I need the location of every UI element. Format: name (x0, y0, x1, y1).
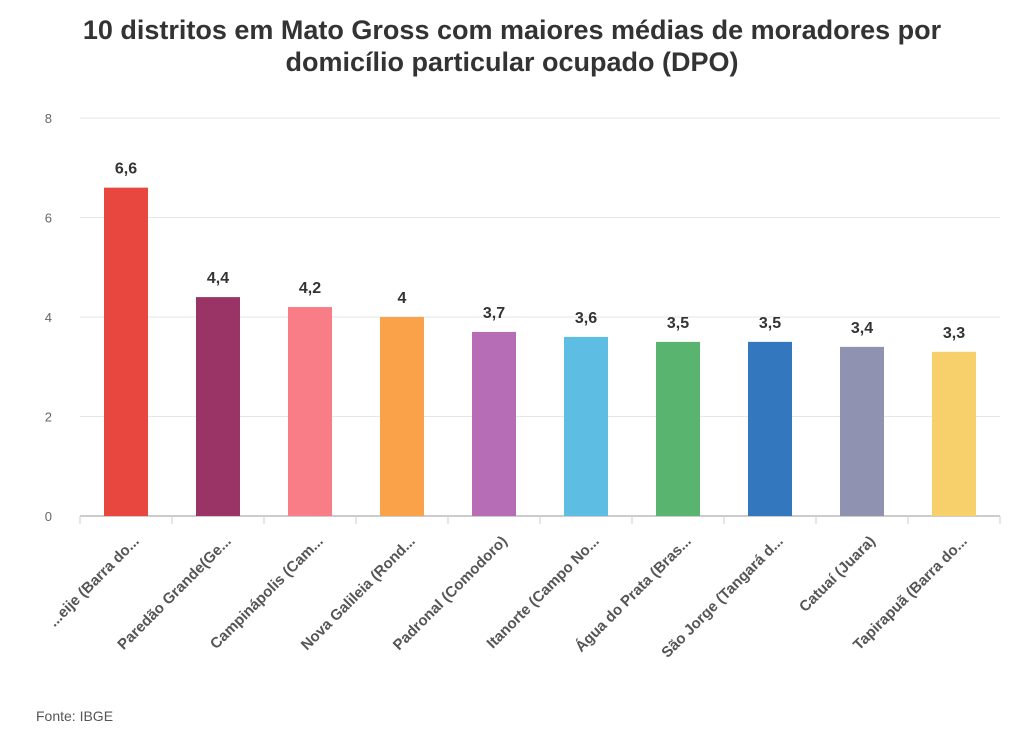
data-label: 3,4 (851, 320, 873, 337)
bar (288, 307, 332, 516)
x-axis-ticks: ...eije (Barra do...Paredão Grande(Ge...… (45, 533, 970, 662)
chart-title-line-1: 10 distritos em Mato Gross com maiores m… (82, 15, 942, 45)
data-label: 3,5 (759, 315, 781, 332)
bar (196, 297, 240, 516)
data-label: 4,4 (207, 270, 229, 287)
bar (656, 341, 700, 516)
bar-chart: 0 2 4 6 8 6,6 4,4 4,2 4 3,7 3,6 3,5 3,5 3,4 3,3 ...ei… (45, 111, 1001, 662)
y-tick-label: 4 (45, 310, 52, 325)
data-label: 3,7 (483, 305, 505, 322)
data-label: 3,5 (667, 315, 689, 332)
bar (380, 317, 424, 516)
y-tick-label: 8 (45, 111, 52, 126)
bar (748, 341, 792, 516)
y-tick-label: 0 (45, 509, 52, 524)
bar (932, 351, 976, 516)
bar (472, 331, 516, 516)
data-label: 6,6 (115, 161, 137, 178)
y-tick-label: 6 (45, 211, 52, 226)
chart-title-line-2: domicílio particular ocupado (DPO) (285, 47, 739, 77)
data-labels: 6,6 4,4 4,2 4 3,7 3,6 3,5 3,5 3,4 3,3 (115, 161, 965, 342)
data-label: 3,3 (943, 325, 965, 342)
bar (840, 346, 884, 516)
bar (104, 187, 148, 516)
source-note: Fonte: IBGE (36, 708, 114, 724)
bars (104, 187, 976, 516)
y-axis-ticks: 0 2 4 6 8 (45, 111, 52, 524)
data-label: 4 (398, 290, 407, 307)
y-tick-label: 2 (45, 410, 52, 425)
data-label: 4,2 (299, 280, 321, 297)
bar (564, 336, 608, 516)
chart-title: 10 distritos em Mato Gross com maiores m… (0, 14, 1024, 78)
x-tick-label: ...eije (Barra do... (45, 533, 142, 630)
data-label: 3,6 (575, 310, 597, 327)
x-tick-label: Catuaí (Juara) (796, 533, 879, 616)
